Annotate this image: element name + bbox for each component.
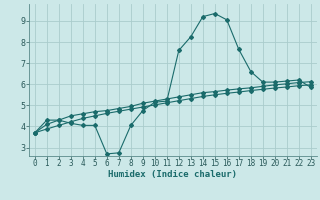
X-axis label: Humidex (Indice chaleur): Humidex (Indice chaleur) (108, 170, 237, 179)
